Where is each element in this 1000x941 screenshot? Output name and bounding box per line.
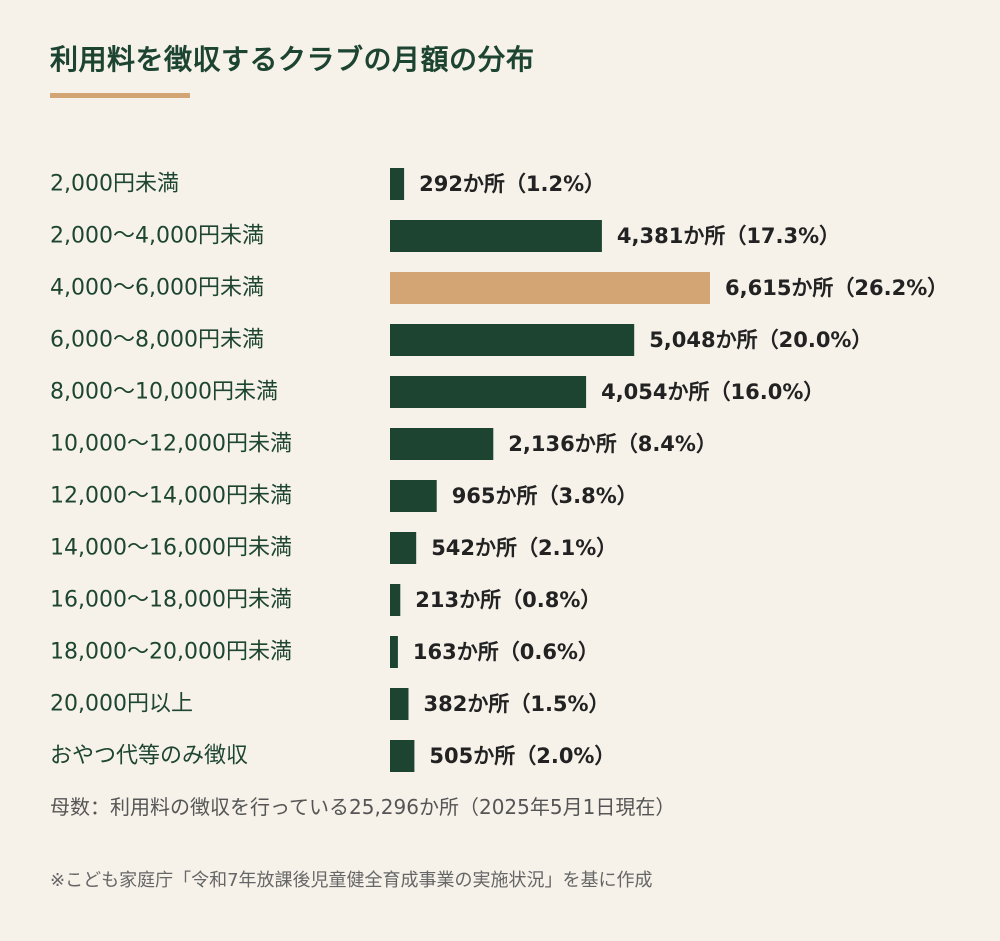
- source-note: ※こども家庭庁「令和7年放課後児童健全育成事業の実施状況」を基に作成: [50, 870, 653, 891]
- value-label: 505か所（2.0%）: [429, 744, 615, 768]
- category-label: 12,000〜14,000円未満: [50, 484, 292, 509]
- value-label: 292か所（1.2%）: [419, 172, 605, 196]
- category-label: 8,000〜10,000円未満: [50, 380, 278, 405]
- chart-title: 利用料を徴収するクラブの月額の分布: [50, 43, 535, 76]
- category-label: 4,000〜6,000円未満: [50, 276, 264, 301]
- value-label: 5,048か所（20.0%）: [649, 328, 872, 352]
- title-underline: [50, 93, 190, 98]
- value-label: 382か所（1.5%）: [424, 692, 610, 716]
- value-label: 965か所（3.8%）: [452, 484, 638, 508]
- category-label: 10,000〜12,000円未満: [50, 432, 292, 457]
- value-label: 4,054か所（16.0%）: [601, 380, 824, 404]
- category-label: 2,000円未満: [50, 172, 179, 197]
- bar: [390, 220, 602, 252]
- category-label: おやつ代等のみ徴収: [50, 744, 248, 769]
- category-label: 20,000円以上: [50, 692, 193, 717]
- bar: [390, 740, 415, 772]
- value-label: 2,136か所（8.4%）: [508, 432, 717, 456]
- bar: [390, 428, 494, 460]
- bar: [390, 532, 417, 564]
- category-label: 14,000〜16,000円未満: [50, 536, 292, 561]
- value-label: 163か所（0.6%）: [413, 640, 599, 664]
- bar: [390, 324, 635, 356]
- category-label: 18,000〜20,000円未満: [50, 640, 292, 665]
- bar: [390, 688, 409, 720]
- category-label: 2,000〜4,000円未満: [50, 224, 264, 249]
- value-label: 542か所（2.1%）: [431, 536, 617, 560]
- bar: [390, 168, 405, 200]
- bar: [390, 480, 437, 512]
- value-label: 6,615か所（26.2%）: [725, 276, 948, 300]
- base-note: 母数：利用料の徴収を行っている25,296か所（2025年5月1日現在）: [50, 795, 676, 819]
- bar: [390, 376, 587, 408]
- bar: [390, 636, 398, 668]
- bar: [390, 584, 401, 616]
- bar-highlight: [390, 272, 710, 304]
- value-label: 213か所（0.8%）: [415, 588, 601, 612]
- value-label: 4,381か所（17.3%）: [617, 224, 840, 248]
- category-label: 16,000〜18,000円未満: [50, 588, 292, 613]
- category-label: 6,000〜8,000円未満: [50, 328, 264, 353]
